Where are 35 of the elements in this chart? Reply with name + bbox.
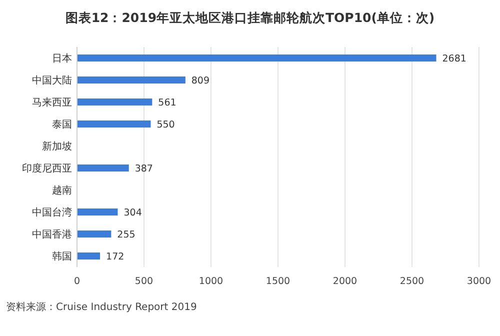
- x-tick-label: 1500: [266, 276, 290, 287]
- bar: [77, 164, 129, 172]
- data-label: 550: [156, 120, 175, 130]
- data-label: 304: [124, 208, 142, 218]
- x-tick-label: 0: [74, 276, 80, 287]
- y-tick-label: 中国台湾: [32, 206, 72, 218]
- y-tick-label: 日本: [52, 52, 72, 64]
- chart-title: 图表12：2019年亚太地区港口挂靠邮轮航次TOP10(单位：次): [65, 10, 435, 25]
- bar: [77, 98, 152, 106]
- y-tick-label: 中国香港: [32, 228, 72, 240]
- data-label: 561: [158, 98, 176, 108]
- y-tick-label: 新加坡: [42, 140, 72, 152]
- y-tick-label: 韩国: [52, 250, 72, 262]
- data-label: 2681: [442, 54, 466, 64]
- y-tick-label: 马来西亚: [32, 96, 72, 108]
- x-tick-label: 500: [134, 276, 154, 287]
- bar: [77, 76, 186, 84]
- data-label: 387: [134, 164, 153, 174]
- x-tick-label: 1000: [198, 276, 224, 287]
- x-tick-label: 3000: [466, 276, 492, 287]
- text: 资料来源：Cruise Industry Report 2019: [6, 301, 197, 313]
- bar: [77, 120, 151, 128]
- y-tick-label: 泰国: [52, 120, 72, 130]
- x-tick-label: 2000: [332, 276, 358, 287]
- y-tick-label: 印度尼西亚: [22, 162, 72, 174]
- bar: [77, 252, 100, 260]
- y-tick-label: 越南: [52, 184, 72, 196]
- y-tick-label: 中国大陆: [32, 74, 72, 86]
- x-tick-label: 2500: [400, 276, 424, 287]
- bar: [77, 208, 118, 216]
- data-label: 809: [191, 76, 210, 86]
- bar: [77, 230, 112, 238]
- data-label: 172: [106, 252, 124, 262]
- bar: [77, 54, 436, 62]
- data-label: 255: [117, 230, 136, 240]
